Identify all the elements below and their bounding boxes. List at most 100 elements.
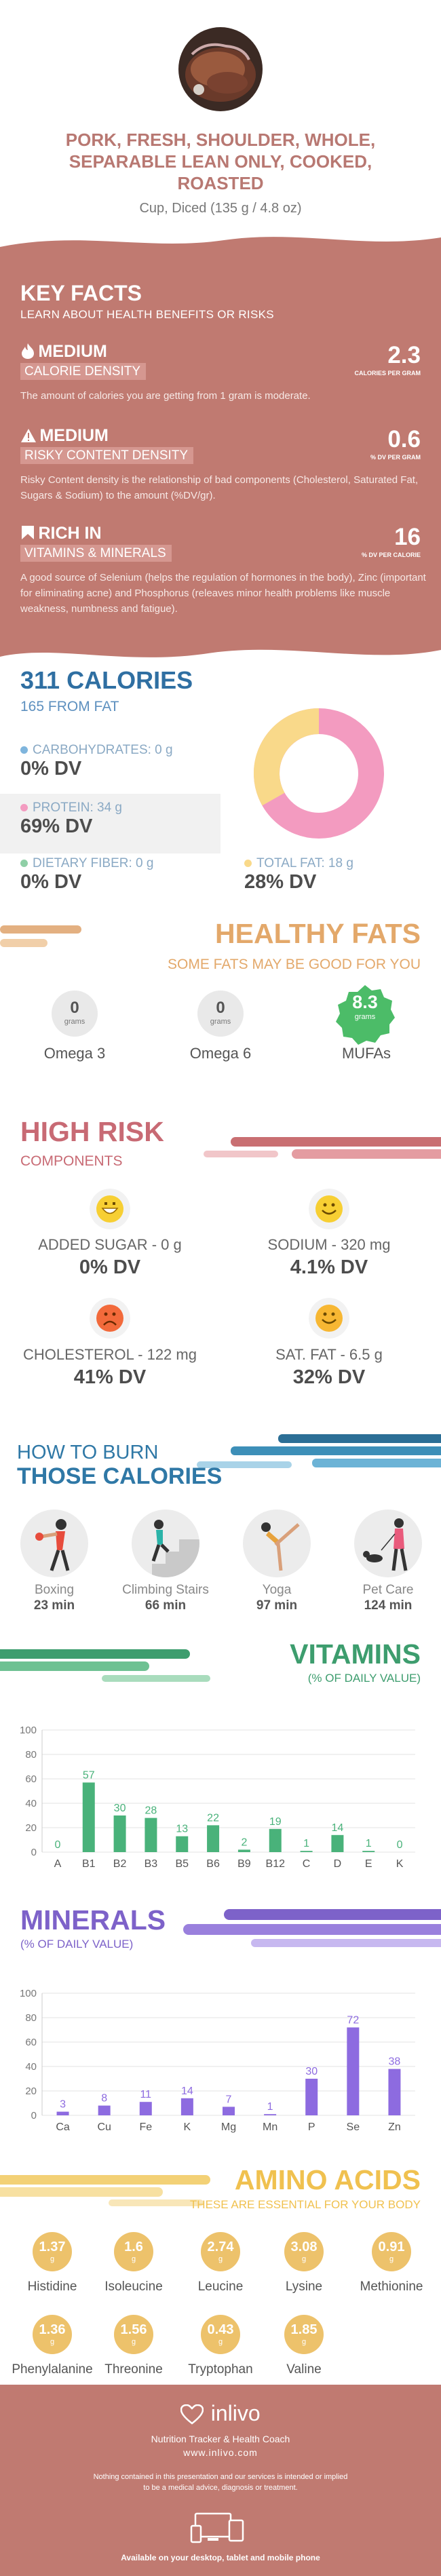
- chart-ytick-label: 60: [25, 1773, 37, 1785]
- amino-value: 2.74: [207, 2239, 234, 2254]
- chart-category-label: K: [184, 2121, 191, 2133]
- fact-value: 16: [394, 524, 421, 550]
- chart-category-label: C: [303, 1858, 311, 1870]
- food-title-line: SEPARABLE LEAN ONLY, COOKED,: [69, 151, 372, 172]
- sodium-label: SODIUM - 320 mg: [267, 1236, 391, 1253]
- amino-value: 1.6: [124, 2239, 143, 2254]
- fact-level: MEDIUM: [20, 342, 146, 362]
- smile-face-icon: [309, 1189, 349, 1229]
- chart-bar: [207, 1825, 220, 1852]
- food-title: PORK, FRESH, SHOULDER, WHOLE, SEPARABLE …: [27, 129, 414, 194]
- amino-name: Lysine: [285, 2280, 323, 2294]
- footer-devices: Available on your desktop, tablet and mo…: [121, 2553, 320, 2562]
- chart-value-label: 30: [305, 2066, 318, 2077]
- fact-level-text: MEDIUM: [39, 426, 109, 445]
- chart-bar: [223, 2107, 235, 2115]
- chart-category-label: Se: [347, 2121, 360, 2133]
- food-title-line: ROASTED: [177, 173, 264, 193]
- fact-description: The amount of calories you are getting f…: [20, 390, 311, 402]
- amino-unit: g: [218, 2338, 223, 2346]
- vitamins-title: VITAMINS: [290, 1638, 421, 1670]
- amino-value: 0.43: [207, 2322, 234, 2337]
- fact-level: MEDIUM: [20, 426, 193, 446]
- healthy-fats-subtitle: SOME FATS MAY BE GOOD FOR YOU: [167, 957, 421, 972]
- omega3-value: 0: [70, 999, 79, 1017]
- sad-face-icon: [90, 1298, 130, 1339]
- amino-deco: [0, 2175, 210, 2206]
- burn-deco: [197, 1434, 441, 1468]
- chart-ytick-label: 60: [25, 2037, 37, 2048]
- chart-bar: [113, 1815, 126, 1852]
- fact-label: VITAMINS & MINERALS: [20, 545, 172, 562]
- omega6-value: 0: [216, 999, 225, 1017]
- mufa-unit: grams: [354, 1013, 376, 1021]
- key-facts-title: KEY FACTS: [20, 281, 142, 305]
- amino-circle: 1.37 g: [33, 2232, 72, 2271]
- protein-dv: 69% DV: [20, 815, 93, 837]
- amino-unit: g: [218, 2255, 223, 2263]
- chart-value-label: 30: [114, 1803, 126, 1814]
- flame-icon: [20, 343, 35, 362]
- chart-ytick-label: 40: [25, 1798, 37, 1809]
- chart-ytick-label: 40: [25, 2061, 37, 2073]
- chart-value-label: 3: [60, 2099, 66, 2111]
- chart-ytick-label: 80: [25, 2012, 37, 2024]
- amino-circle: 1.36 g: [33, 2315, 72, 2354]
- chart-bar: [264, 2114, 277, 2115]
- sodium-dv: 4.1% DV: [290, 1256, 368, 1278]
- fact-unit: % DV PER CALORIE: [361, 552, 421, 558]
- chart-bar: [347, 2027, 360, 2115]
- carbs-dv: 0% DV: [20, 758, 82, 780]
- chart-value-label: 1: [303, 1838, 309, 1849]
- fact-unit: % DV PER GRAM: [370, 454, 421, 461]
- footer-disclaimer-2: to be a medical advice, diagnosis or tre…: [143, 2484, 298, 2492]
- omega3-circle: 0 grams: [52, 991, 98, 1037]
- amino-name: Valine: [286, 2362, 322, 2377]
- amino-name: Phenylalanine: [12, 2362, 93, 2377]
- footer-site-link[interactable]: www.inlivo.com: [183, 2447, 258, 2458]
- chart-bar: [300, 1851, 313, 1852]
- fact-value: 2.3: [387, 342, 421, 368]
- key-facts-subtitle: LEARN ABOUT HEALTH BENEFITS OR RISKS: [20, 308, 274, 321]
- cholesterol-dv: 41% DV: [73, 1366, 147, 1388]
- fact-value: 0.6: [387, 426, 421, 453]
- chart-category-label: P: [308, 2121, 315, 2133]
- amino-circle: 0.91 g: [372, 2232, 411, 2271]
- dog-walk-icon: [354, 1510, 422, 1577]
- chart-category-label: K: [396, 1858, 404, 1870]
- chart-ytick-label: 80: [25, 1749, 37, 1761]
- chart-bar: [139, 2102, 152, 2115]
- amino-name: Isoleucine: [104, 2280, 163, 2294]
- stairs-name: Climbing Stairs: [122, 1583, 209, 1597]
- chart-value-label: 38: [389, 2056, 401, 2068]
- fact-description: A good source of Selenium (helps the reg…: [20, 572, 426, 615]
- calorie-donut-chart: [254, 708, 384, 839]
- chart-category-label: B2: [113, 1858, 127, 1870]
- fact-label: CALORIE DENSITY: [20, 363, 147, 380]
- amino-name: Leucine: [197, 2280, 244, 2294]
- stairs-icon: [132, 1510, 199, 1577]
- minerals-subtitle: (% OF DAILY VALUE): [20, 1938, 134, 1950]
- amino-circle: 2.74 g: [201, 2232, 240, 2271]
- chart-value-label: 8: [101, 2093, 107, 2104]
- protein-row-bg: [0, 794, 220, 853]
- donut-fat-slice: [254, 708, 320, 806]
- fiber-dot: [20, 860, 28, 868]
- chart-bar: [98, 2105, 111, 2115]
- chart-category-label: B5: [175, 1858, 189, 1870]
- healthy-fats-deco: [0, 925, 81, 947]
- calories-from-fat: 165 FROM FAT: [20, 699, 119, 714]
- minerals-title: MINERALS: [20, 1904, 166, 1936]
- minerals-chart: 0 20 40 60 80 100 3 Ca 8 Cu 11 Fe 14 K 7 Mg 1 Mn 30 P 72 Se 38…: [20, 1988, 415, 2133]
- amino-name: Tryptophan: [188, 2362, 253, 2377]
- fact-calorie-density: MEDIUM CALORIE DENSITY: [20, 342, 147, 380]
- vitamins-subtitle: (% OF DAILY VALUE): [307, 1672, 421, 1685]
- amino-value: 0.91: [378, 2239, 405, 2254]
- amino-grid-row2: 1.36 g Phenylalanine 1.56 g Threonine 0.43…: [0, 2315, 441, 2396]
- amino-grid: 1.37 g Histidine 1.6 g Isoleucine 2.74 g Le…: [0, 2232, 441, 2341]
- fat-dot: [244, 860, 252, 868]
- chart-category-label: Mg: [221, 2121, 236, 2133]
- amino-unit: g: [301, 2255, 307, 2263]
- yoga-minutes: 97 min: [256, 1598, 298, 1613]
- chart-value-label: 0: [54, 1839, 60, 1851]
